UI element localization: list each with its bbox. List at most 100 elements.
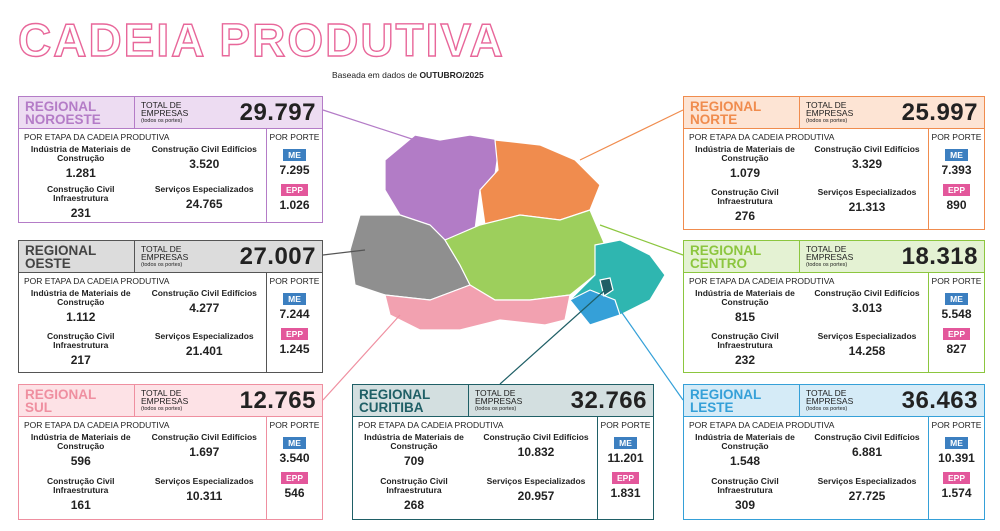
total-label: TOTAL DE EMPRESAS <box>141 387 189 406</box>
epp-value: 1.245 <box>279 342 310 356</box>
stage-value: 309 <box>734 498 756 512</box>
stage-cell: Construção Civil Infraestrutura 231 <box>19 183 143 223</box>
card-body: POR ETAPA DA CADEIA PRODUTIVA Indústria d… <box>684 417 984 519</box>
connector <box>322 314 401 401</box>
stage-cell: Indústria de Materiais de Construção 815 <box>684 287 806 330</box>
region-card: REGIONAL NOROESTE TOTAL DE EMPRESAS (todos … <box>18 96 323 223</box>
stage-label: Construção Civil Edifícios <box>814 144 920 154</box>
map-region <box>569 289 621 326</box>
stage-label: Construção Civil Edifícios <box>151 288 257 298</box>
stage-value: 268 <box>403 498 425 512</box>
stage-cell: Serviços Especializados 20.957 <box>475 475 597 519</box>
total-label-box: TOTAL DE EMPRESAS (todos os portes) <box>475 388 537 413</box>
total-box: TOTAL DE EMPRESAS (todos os portes) 27.007 <box>135 241 322 272</box>
card-header: REGIONAL NORTE TOTAL DE EMPRESAS (todos os … <box>684 97 984 129</box>
stage-label: Indústria de Materiais de Construção <box>695 432 795 451</box>
region-card: REGIONAL NORTE TOTAL DE EMPRESAS (todos os … <box>683 96 985 230</box>
stage-value: 3.329 <box>851 157 883 171</box>
epp-badge: EPP <box>280 472 308 484</box>
connectors <box>322 109 684 401</box>
stage-section: POR ETAPA DA CADEIA PRODUTIVA Indústria d… <box>19 273 266 372</box>
card-header: REGIONAL LESTE TOTAL DE EMPRESAS (todos os … <box>684 385 984 417</box>
map-region <box>384 284 571 331</box>
stage-label: Construção Civil Infraestrutura <box>711 330 779 350</box>
size-header: POR PORTE <box>931 276 982 286</box>
size-header: POR PORTE <box>931 420 982 430</box>
stage-cell: Construção Civil Infraestrutura 161 <box>19 475 143 519</box>
card-body: POR ETAPA DA CADEIA PRODUTIVA Indústria d… <box>684 273 984 372</box>
stage-label: Construção Civil Infraestrutura <box>380 476 448 495</box>
epp-badge: EPP <box>942 184 970 196</box>
region-name: REGIONAL NORTE <box>684 97 800 128</box>
stage-label: Serviços Especializados <box>817 476 917 486</box>
me-value: 3.540 <box>279 451 310 465</box>
stage-value: 10.832 <box>517 445 555 459</box>
total-note: (todos os portes) <box>806 261 848 268</box>
stage-section: POR ETAPA DA CADEIA PRODUTIVA Indústria d… <box>684 417 928 519</box>
card-header: REGIONAL CURITIBA TOTAL DE EMPRESAS (todos … <box>353 385 653 417</box>
stage-section: POR ETAPA DA CADEIA PRODUTIVA Indústria d… <box>19 417 266 519</box>
region-name-line: REGIONAL <box>690 242 762 258</box>
stage-value: 20.957 <box>517 489 555 503</box>
stage-cell: Serviços Especializados 21.401 <box>143 330 267 373</box>
me-value: 7.244 <box>279 307 310 321</box>
me-badge: ME <box>283 293 306 305</box>
region-card: REGIONAL SUL TOTAL DE EMPRESAS (todos os po… <box>18 384 323 520</box>
stage-header: POR ETAPA DA CADEIA PRODUTIVA <box>358 420 504 430</box>
region-name-line: CURITIBA <box>359 399 424 415</box>
region-name-line: OESTE <box>25 255 71 271</box>
stage-label: Indústria de Materiais de Construção <box>695 144 795 163</box>
total-label: TOTAL DE EMPRESAS <box>806 99 854 118</box>
stage-cell: Serviços Especializados 10.311 <box>143 475 267 519</box>
stage-label: Indústria de Materiais de Construção <box>30 288 131 307</box>
stage-header: POR ETAPA DA CADEIA PRODUTIVA <box>24 276 170 286</box>
region-name: REGIONAL NOROESTE <box>19 97 135 128</box>
stage-label: Serviços Especializados <box>154 476 254 486</box>
connector <box>579 109 684 161</box>
size-section: POR PORTE ME 10.391 EPP 1.574 <box>928 417 984 519</box>
total-value: 29.797 <box>239 98 316 126</box>
connector <box>322 109 416 141</box>
stage-cell: Construção Civil Edifícios 4.277 <box>143 287 267 330</box>
stage-value: 3.013 <box>851 301 883 315</box>
stage-value: 161 <box>70 498 91 512</box>
me-value: 7.393 <box>941 163 972 177</box>
stage-grid: Indústria de Materiais de Construção 1.07… <box>684 143 928 229</box>
stage-value: 27.725 <box>848 489 886 503</box>
region-name: REGIONAL LESTE <box>684 385 800 416</box>
total-label: TOTAL DE EMPRESAS <box>806 387 854 406</box>
stage-label: Indústria de Materiais de Construção <box>30 432 131 451</box>
page-title: CADEIA PRODUTIVA <box>18 14 505 66</box>
stage-value: 1.697 <box>189 445 220 459</box>
stage-label: Construção Civil Infraestrutura <box>711 476 779 495</box>
region-name: REGIONAL OESTE <box>19 241 135 272</box>
stage-grid: Indústria de Materiais de Construção 1.11… <box>19 287 266 372</box>
total-label-box: TOTAL DE EMPRESAS (todos os portes) <box>806 387 868 413</box>
stage-label: Indústria de Materiais de Construção <box>364 432 464 451</box>
me-value: 11.201 <box>607 451 644 465</box>
stage-grid: Indústria de Materiais de Construção 709 C… <box>353 431 597 519</box>
stage-header: POR ETAPA DA CADEIA PRODUTIVA <box>24 132 170 142</box>
stage-cell: Indústria de Materiais de Construção 1.54… <box>684 431 806 475</box>
epp-badge: EPP <box>611 472 639 484</box>
stage-value: 276 <box>734 209 756 223</box>
region-card: REGIONAL CURITIBA TOTAL DE EMPRESAS (todos … <box>352 384 654 520</box>
size-section: POR PORTE ME 5.548 EPP 827 <box>928 273 984 372</box>
me-badge: ME <box>945 149 968 161</box>
card-header: REGIONAL SUL TOTAL DE EMPRESAS (todos os po… <box>19 385 322 417</box>
total-value: 25.997 <box>901 98 978 126</box>
total-note: (todos os portes) <box>475 405 517 412</box>
stage-cell: Construção Civil Infraestrutura 268 <box>353 475 475 519</box>
stage-value: 10.311 <box>186 489 223 503</box>
epp-value: 546 <box>284 486 305 500</box>
stage-cell: Construção Civil Infraestrutura 276 <box>684 186 806 229</box>
total-box: TOTAL DE EMPRESAS (todos os portes) 25.997 <box>800 97 984 128</box>
stage-section: POR ETAPA DA CADEIA PRODUTIVA Indústria d… <box>684 129 928 229</box>
total-label: TOTAL DE EMPRESAS <box>141 243 189 262</box>
stage-label: Construção Civil Infraestrutura <box>46 330 115 350</box>
epp-badge: EPP <box>942 328 970 340</box>
connector <box>499 289 606 385</box>
total-note: (todos os portes) <box>806 117 848 124</box>
region-name: REGIONAL SUL <box>19 385 135 416</box>
size-section: POR PORTE ME 3.540 EPP 546 <box>266 417 322 519</box>
